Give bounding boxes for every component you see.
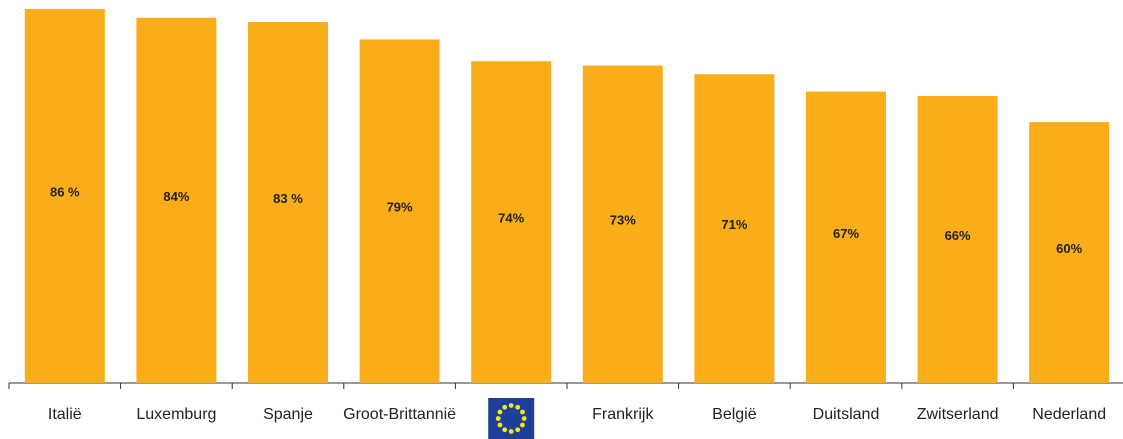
flag-star [497, 409, 503, 415]
value-label: 73% [610, 213, 636, 228]
bar [806, 91, 886, 384]
x-tick-label: Luxemburg [136, 406, 216, 423]
bar [359, 39, 440, 383]
bar [582, 65, 663, 383]
x-tick-label: Frankrijk [592, 406, 654, 423]
flag-star [515, 427, 521, 433]
flag-star [502, 427, 508, 433]
flag-star [520, 409, 525, 415]
bar [24, 9, 105, 383]
value-label: 74% [498, 211, 524, 226]
flag-star [515, 404, 521, 410]
value-label: 84% [163, 189, 189, 204]
flag-star [497, 422, 503, 428]
x-tick-label: Duitsland [813, 406, 880, 423]
bar [471, 61, 552, 384]
flag-star [508, 403, 514, 408]
x-tick-label: Zwitserland [917, 406, 999, 423]
flag-star [502, 404, 508, 410]
flag-star [495, 416, 501, 421]
x-tick-label: Groot-Brittannië [343, 406, 456, 423]
value-label: 67% [833, 226, 859, 241]
flag-star [521, 416, 527, 421]
value-label: 66% [945, 228, 971, 243]
bar [694, 74, 775, 384]
bar [917, 95, 998, 383]
x-tick-label: België [712, 406, 757, 423]
value-label: 60% [1056, 241, 1082, 256]
eu-flag [488, 398, 535, 439]
value-label: 71% [721, 217, 747, 232]
bar [248, 22, 328, 384]
bar [1029, 122, 1110, 384]
flag-star [520, 422, 525, 428]
x-tick-label: Italië [48, 406, 82, 423]
value-label: 79% [387, 200, 413, 215]
x-tick-label: Spanje [263, 406, 313, 423]
value-label: 86 % [50, 184, 80, 199]
x-tick-label: Nederland [1032, 406, 1106, 423]
bar [136, 17, 217, 384]
flag-star [508, 429, 514, 434]
value-label: 83 % [273, 191, 303, 206]
